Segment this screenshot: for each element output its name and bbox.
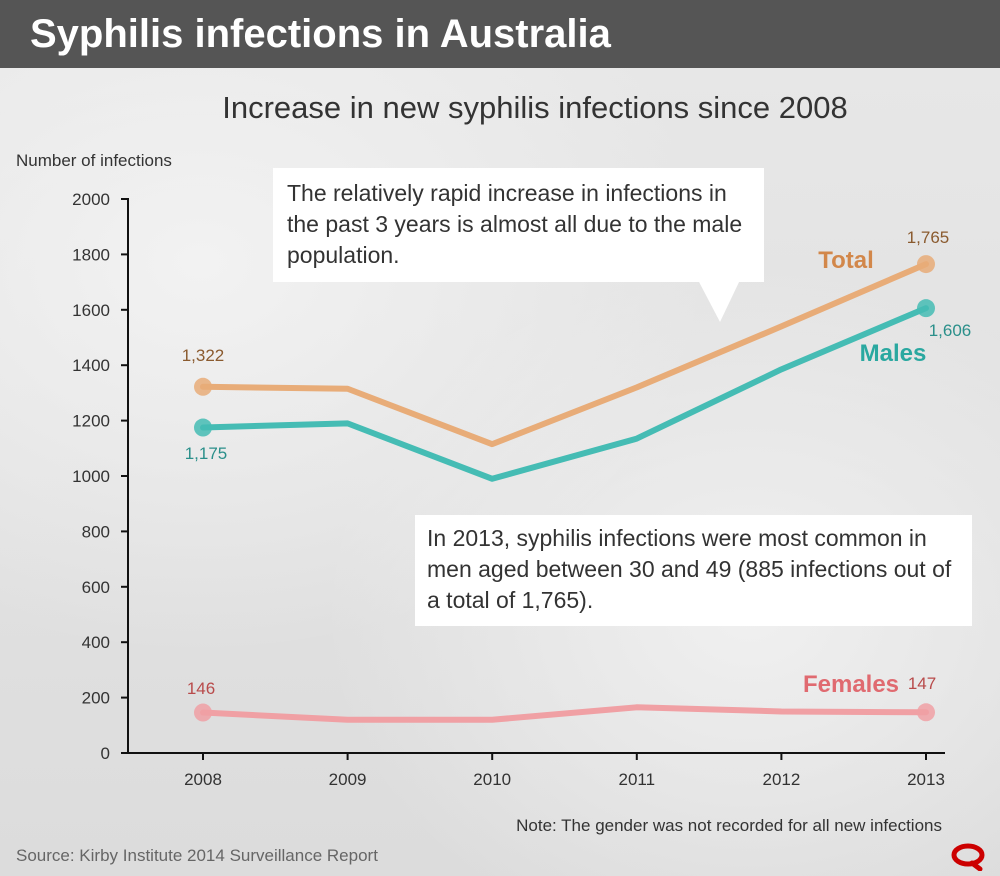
series-line-males	[200, 305, 929, 482]
y-tick-label: 1600	[72, 301, 110, 320]
series-label-total: Total	[818, 247, 874, 274]
callout-rapid-increase: The relatively rapid increase in infecti…	[273, 168, 764, 282]
y-tick-label: 200	[82, 689, 110, 708]
data-point-males	[194, 418, 212, 437]
x-tick-label: 2009	[329, 770, 367, 789]
series-line-females	[200, 704, 929, 723]
y-tick-label: 800	[82, 522, 110, 541]
data-point-total	[194, 377, 212, 396]
series-group	[194, 255, 935, 723]
logo-icon	[951, 843, 985, 871]
data-point-females	[917, 703, 935, 722]
y-tick-label: 1800	[72, 245, 110, 264]
y-axis-label: Number of infections	[16, 151, 172, 170]
data-label-males-end: 1,606	[929, 321, 972, 340]
x-tick-label: 2011	[619, 770, 656, 789]
footnote: Note: The gender was not recorded for al…	[516, 816, 942, 835]
axes: 0 200 400 600 800 1000 1200 1400 1600 1800 2000 200…	[72, 190, 945, 789]
data-point-males	[917, 299, 935, 318]
data-label-females-start: 146	[187, 679, 215, 698]
x-tick-label: 2013	[907, 770, 945, 789]
chart-subtitle: Increase in new syphilis infections sinc…	[222, 90, 848, 125]
series-labels: Total 1,322 1,765 Males 1,175 1,606 Females 146…	[182, 228, 972, 698]
x-tick-label: 2008	[184, 770, 222, 789]
page-title: Syphilis infections in Australia	[30, 12, 611, 56]
y-tick-label: 0	[101, 744, 110, 763]
data-label-males-start: 1,175	[185, 444, 228, 463]
header-bar: Syphilis infections in Australia	[0, 0, 1000, 68]
data-label-total-end: 1,765	[907, 228, 950, 247]
y-tick-label: 400	[82, 633, 110, 652]
y-tick-label: 600	[82, 578, 110, 597]
x-tick-label: 2010	[473, 770, 511, 789]
callout-pointer	[698, 280, 740, 322]
data-point-females	[194, 703, 212, 722]
source-credit: Source: Kirby Institute 2014 Surveillanc…	[16, 846, 378, 865]
series-label-males: Males	[860, 340, 927, 367]
y-tick-label: 1400	[72, 356, 110, 375]
data-label-total-start: 1,322	[182, 346, 225, 365]
x-tick-label: 2012	[762, 770, 800, 789]
y-tick-label: 1200	[72, 412, 110, 431]
data-point-total	[917, 255, 935, 274]
series-line-total	[200, 261, 929, 448]
data-label-females-end: 147	[908, 674, 936, 693]
series-label-females: Females	[803, 671, 899, 698]
y-tick-label: 1000	[72, 467, 110, 486]
y-tick-label: 2000	[72, 190, 110, 209]
callout-men-aged: In 2013, syphilis infections were most c…	[415, 515, 972, 626]
